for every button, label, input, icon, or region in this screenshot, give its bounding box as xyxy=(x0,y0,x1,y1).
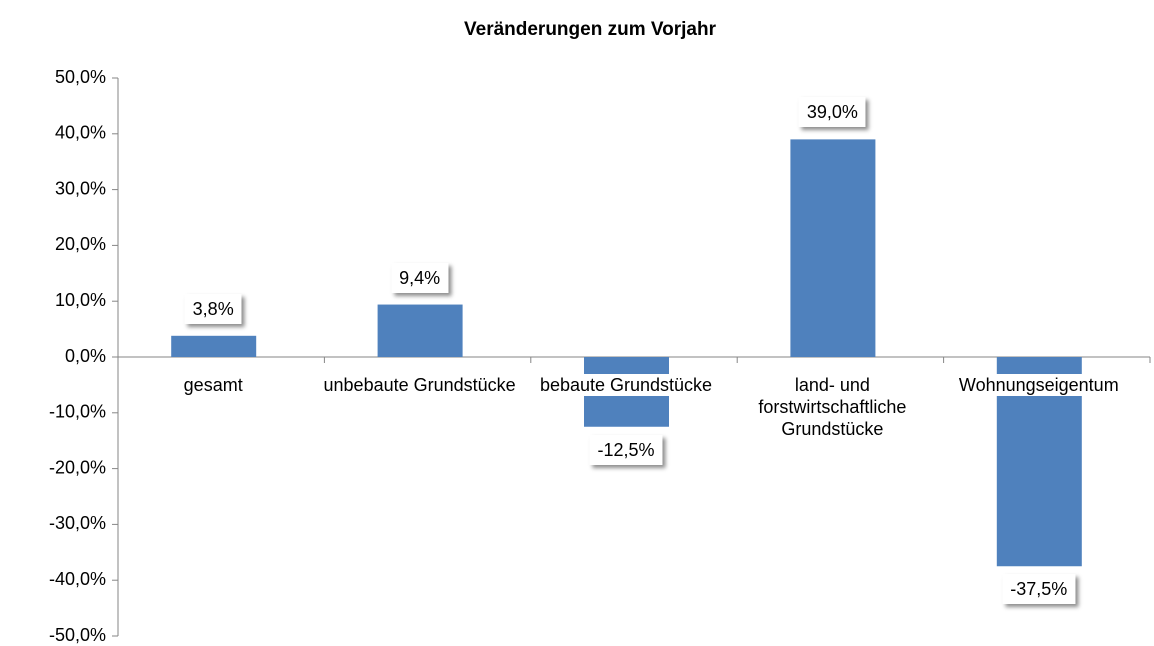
bar xyxy=(171,335,257,357)
y-tick-label: 50,0% xyxy=(55,67,106,87)
y-tick-label: 30,0% xyxy=(55,178,106,198)
x-tick-label: land- und forstwirtschaftliche Grundstüc… xyxy=(730,374,935,440)
y-tick-label: 10,0% xyxy=(55,290,106,310)
y-tick-label: -30,0% xyxy=(49,513,106,533)
y-tick-label: -20,0% xyxy=(49,457,106,477)
data-label: 9,4% xyxy=(391,262,449,293)
y-tick-label: -50,0% xyxy=(49,625,106,645)
y-tick-label: 0,0% xyxy=(65,346,106,366)
y-tick-label: 20,0% xyxy=(55,234,106,254)
bar xyxy=(790,139,876,357)
data-label: -12,5% xyxy=(589,434,663,465)
x-tick-label: bebaute Grundstücke xyxy=(537,374,715,396)
x-tick-label: gesamt xyxy=(181,374,245,396)
data-label: 3,8% xyxy=(184,293,242,324)
x-tick-label: Wohnungseigentum xyxy=(956,374,1121,396)
x-tick-label: unbebaute Grundstücke xyxy=(321,374,518,396)
y-tick-label: -40,0% xyxy=(49,569,106,589)
y-tick-label: 40,0% xyxy=(55,123,106,143)
data-label: 39,0% xyxy=(798,97,866,128)
data-label: -37,5% xyxy=(1002,574,1076,605)
bar xyxy=(377,304,463,357)
chart-title: Veränderungen zum Vorjahr xyxy=(464,19,717,40)
y-tick-label: -10,0% xyxy=(49,402,106,422)
